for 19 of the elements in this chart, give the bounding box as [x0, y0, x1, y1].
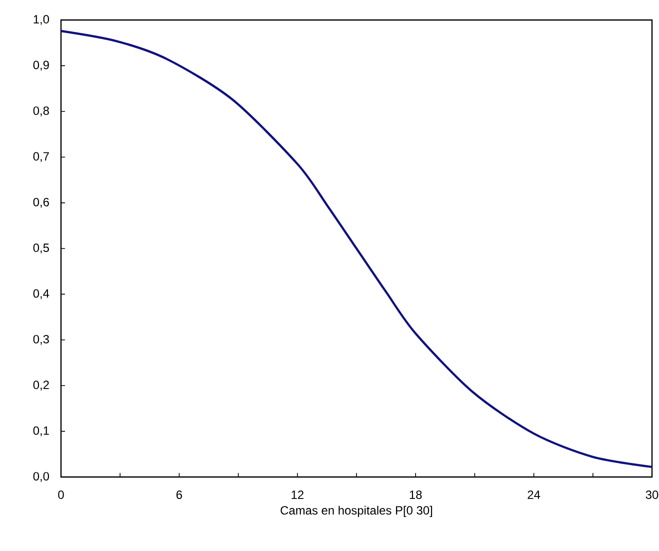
y-tick-label: 0,7: [33, 152, 49, 162]
y-tick-label: 0,6: [33, 198, 49, 208]
y-tick-label: 0,2: [33, 380, 49, 391]
y-tick-label: 0,0: [33, 472, 50, 482]
x-tick-label: 12: [292, 490, 304, 499]
y-tick-label: 1,0: [34, 15, 50, 25]
y-tick-label: 0,5: [33, 244, 49, 254]
y-tick-label: 0,9: [33, 60, 49, 71]
x-tick-label: 6: [176, 490, 182, 499]
x-axis-title: Camas en hospitales P[0 30]: [280, 506, 432, 517]
x-tick-label: 30: [646, 490, 658, 499]
line-series: [61, 30, 652, 468]
y-tick-label: 0,3: [33, 334, 49, 345]
x-tick-label: 18: [410, 490, 422, 499]
y-tick-label: 0,8: [33, 106, 49, 116]
x-tick-label: 0: [58, 490, 64, 499]
y-tick-label: 0,1: [33, 426, 49, 436]
x-tick-label: 24: [528, 490, 540, 499]
y-tick-label: 0,4: [33, 289, 50, 300]
